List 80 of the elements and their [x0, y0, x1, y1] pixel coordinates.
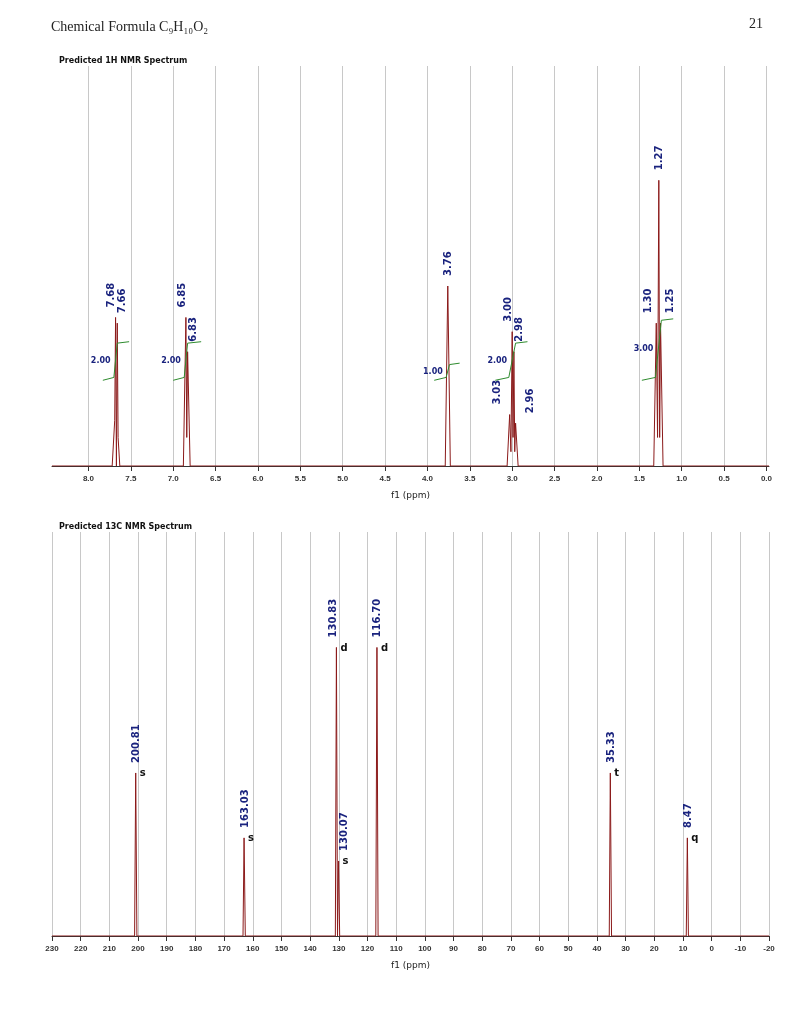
- annotation: 1.00: [423, 367, 444, 377]
- x-tick-label: 160: [246, 943, 260, 953]
- annotation: d: [380, 641, 389, 653]
- x-tick-label: 4.5: [379, 473, 392, 483]
- chart-subtitle: Predicted 13C NMR Spectrum: [59, 521, 193, 531]
- annotation: 130.83: [326, 598, 338, 638]
- annotation: 2.96: [523, 388, 535, 414]
- x-tick-label: 60: [535, 943, 545, 953]
- x-axis-title: f1 (ppm): [391, 489, 430, 500]
- x-tick-label: 2.0: [591, 473, 604, 483]
- x-tick-label: 7.5: [125, 473, 137, 483]
- x-tick-label: 230: [45, 943, 60, 953]
- x-tick-label: 0: [709, 943, 715, 953]
- x-tick-label: 200: [131, 943, 146, 953]
- annotation: 7.66: [116, 288, 128, 314]
- text: 21: [749, 15, 763, 31]
- annotation: q: [691, 832, 699, 844]
- x-tick-label: 180: [188, 943, 203, 953]
- x-tick-label: 190: [160, 943, 174, 953]
- annotation: 3.00: [633, 344, 654, 354]
- annotation: 6.85: [175, 282, 187, 308]
- annotation: 2.00: [487, 355, 508, 365]
- x-tick-label: 80: [477, 943, 488, 953]
- annotation: 200.81: [130, 724, 142, 763]
- annotation: 2.00: [90, 355, 111, 365]
- chart-title: Chemical Formula C₉H₁₀O₂: [51, 18, 209, 34]
- x-tick-label: 20: [649, 943, 660, 953]
- x-tick-label: 3.0: [506, 473, 519, 483]
- x-tick-label: -20: [763, 943, 776, 953]
- annotation: s: [139, 767, 146, 779]
- x-tick-label: 90: [449, 943, 459, 953]
- x-tick-label: 130: [332, 943, 347, 953]
- chart-subtitle: Predicted 1H NMR Spectrum: [59, 55, 188, 65]
- x-tick-label: -10: [734, 943, 747, 953]
- annotation: 130.07: [337, 812, 349, 851]
- x-tick-label: 170: [217, 943, 232, 953]
- annotation: 3.76: [442, 251, 454, 276]
- annotation: 1.25: [663, 288, 675, 314]
- x-tick-label: 40: [592, 943, 602, 953]
- x-tick-label: 50: [563, 943, 574, 953]
- x-tick-label: 210: [102, 943, 117, 953]
- annotation: t: [614, 767, 620, 779]
- annotation: 1.27: [652, 145, 664, 171]
- x-tick-label: 4.0: [421, 473, 434, 483]
- annotation: 6.83: [186, 317, 198, 342]
- annotation: d: [340, 641, 348, 653]
- x-tick-label: 30: [621, 943, 631, 953]
- x-tick-label: 100: [418, 943, 433, 953]
- x-tick-label: 5.0: [337, 473, 349, 483]
- x-tick-label: 0.0: [760, 473, 773, 483]
- annotation: 163.03: [238, 789, 250, 828]
- x-tick-label: 10: [678, 943, 688, 953]
- annotation: 116.70: [371, 598, 383, 638]
- annotation: 8.47: [681, 803, 693, 828]
- annotation: 2.00: [161, 355, 182, 365]
- annotation: s: [248, 832, 255, 844]
- annotation: 1.30: [641, 288, 653, 314]
- x-tick-label: 1.0: [676, 473, 688, 483]
- x-tick-label: 6.5: [210, 473, 222, 483]
- x-tick-label: 220: [74, 943, 88, 953]
- annotation: 35.33: [604, 731, 616, 763]
- annotation: 3.00: [501, 297, 513, 322]
- x-tick-label: 8.0: [82, 473, 95, 483]
- x-tick-label: 5.5: [294, 473, 307, 483]
- x-tick-label: 120: [360, 943, 375, 953]
- x-tick-label: 150: [274, 943, 289, 953]
- x-tick-label: 1.5: [633, 473, 646, 483]
- annotation: 7.68: [105, 282, 117, 308]
- x-tick-label: 70: [506, 943, 516, 953]
- x-tick-label: 2.5: [549, 473, 561, 483]
- x-tick-label: 0.5: [718, 473, 731, 483]
- x-axis-title: f1 (ppm): [391, 959, 430, 970]
- annotation: s: [342, 855, 349, 867]
- x-tick-label: 6.0: [252, 473, 265, 483]
- annotation: 3.03: [490, 379, 502, 405]
- x-tick-label: 7.0: [167, 473, 180, 483]
- x-tick-label: 140: [303, 943, 318, 953]
- x-tick-label: 3.5: [464, 473, 476, 483]
- x-tick-label: 110: [389, 943, 404, 953]
- annotation: 2.98: [512, 317, 524, 342]
